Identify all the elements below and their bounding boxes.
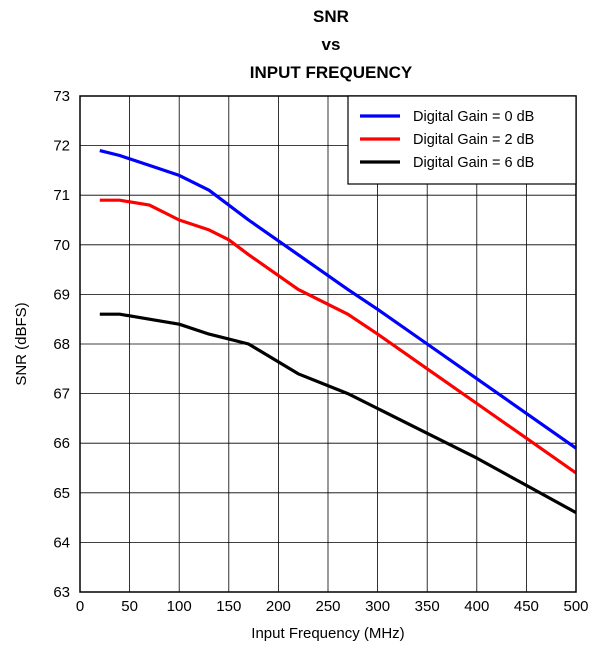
- x-tick-label: 200: [266, 598, 291, 615]
- x-tick-label: 100: [167, 598, 192, 615]
- x-axis-tick-labels: 0 50 100 150 200 250 300 350 400 450 500: [76, 598, 589, 615]
- y-tick-label: 63: [53, 584, 70, 601]
- legend: Digital Gain = 0 dB Digital Gain = 2 dB Di…: [347, 95, 577, 185]
- y-tick-label: 68: [53, 336, 70, 353]
- x-axis-label: Input Frequency (MHz): [251, 625, 404, 642]
- x-tick-label: 250: [315, 598, 340, 615]
- legend-entry-3: Digital Gain = 6 dB: [413, 155, 534, 171]
- chart-title: SNR vs INPUT FREQUENCY: [250, 7, 413, 82]
- y-tick-label: 69: [53, 286, 70, 303]
- x-tick-label: 50: [121, 598, 138, 615]
- y-tick-label: 72: [53, 138, 70, 155]
- chart-title-line-1: SNR: [313, 7, 349, 26]
- y-tick-label: 70: [53, 237, 70, 254]
- series-line-1: [99, 149, 577, 450]
- chart-title-line-2: vs: [322, 35, 341, 54]
- series-lines: [99, 149, 577, 515]
- x-tick-label: 0: [76, 598, 84, 615]
- x-tick-label: 400: [464, 598, 489, 615]
- series-line-3: [99, 312, 577, 515]
- y-tick-label: 67: [53, 386, 70, 403]
- x-tick-label: 150: [216, 598, 241, 615]
- legend-entry-2: Digital Gain = 2 dB: [413, 132, 534, 148]
- y-axis-label: SNR (dBFS): [13, 302, 30, 385]
- x-tick-label: 350: [415, 598, 440, 615]
- y-tick-label: 66: [53, 435, 70, 452]
- series-line-2: [99, 198, 577, 475]
- x-tick-label: 500: [563, 598, 588, 615]
- y-tick-label: 65: [53, 485, 70, 502]
- y-tick-label: 64: [53, 534, 70, 551]
- plot-area-frame: [79, 95, 577, 593]
- x-tick-label: 300: [365, 598, 390, 615]
- legend-entry-1: Digital Gain = 0 dB: [413, 109, 534, 125]
- y-tick-label: 71: [53, 187, 70, 204]
- x-tick-label: 450: [514, 598, 539, 615]
- y-axis-tick-labels: 63 64 65 66 67 68 69 70 71 72 73: [53, 88, 70, 601]
- chart-title-line-3: INPUT FREQUENCY: [250, 63, 413, 82]
- y-tick-label: 73: [53, 88, 70, 105]
